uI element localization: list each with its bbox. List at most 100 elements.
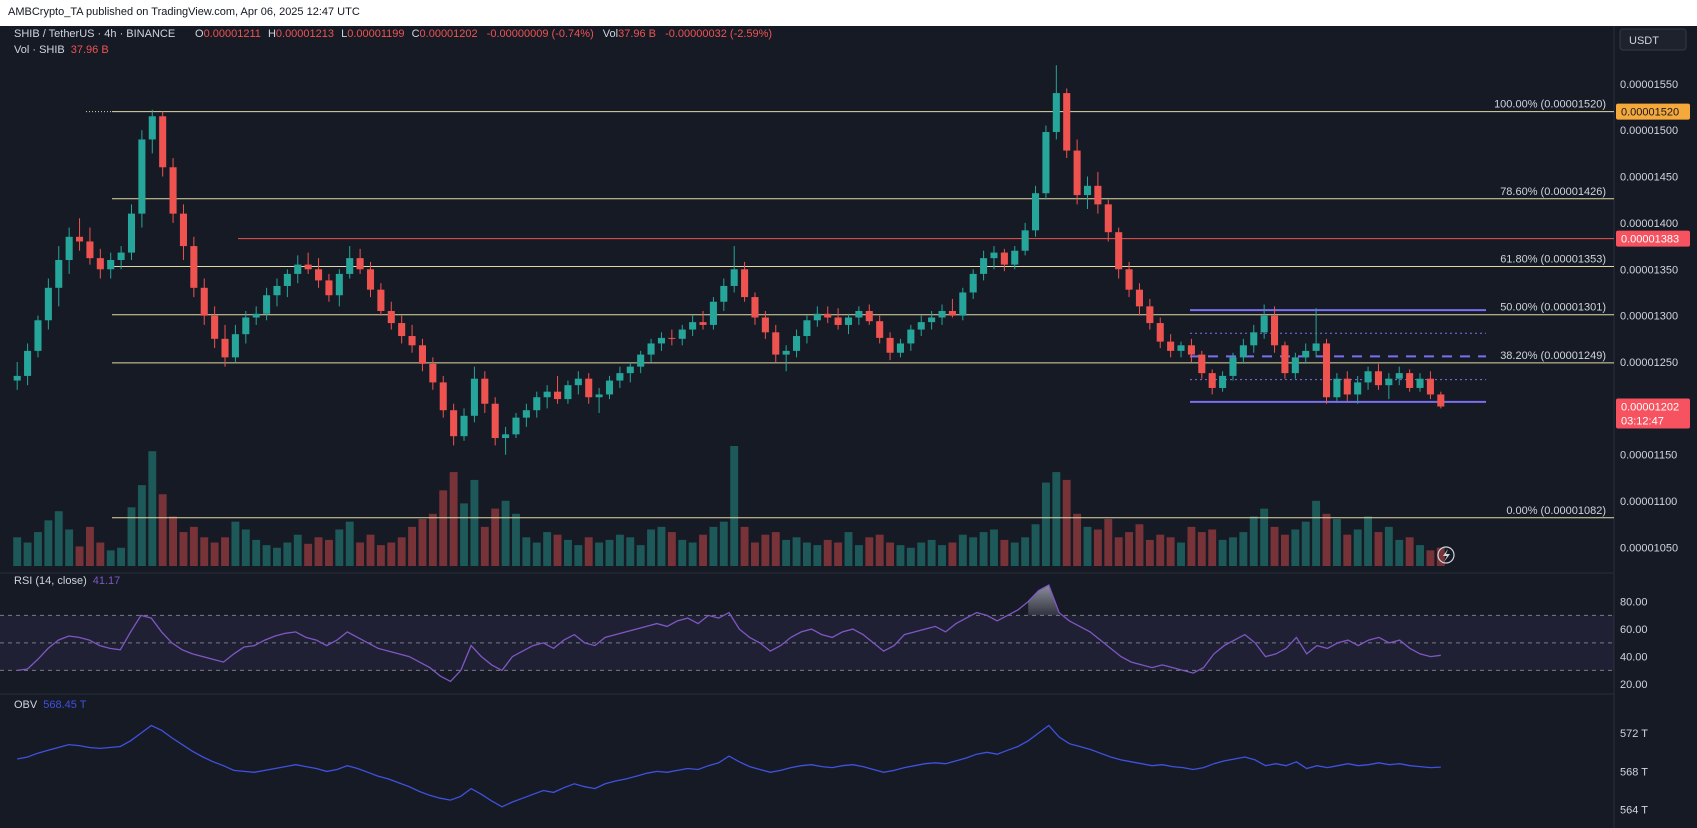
volume-bar <box>387 542 396 566</box>
lightning-icon[interactable] <box>1437 546 1455 564</box>
chart-canvas[interactable]: SHIB / TetherUS · 4h · BINANCE O0.000012… <box>0 26 1697 828</box>
volume-bar <box>636 545 645 566</box>
candle-body <box>907 329 915 344</box>
candle-body <box>96 258 104 270</box>
obv-pane: 572 T 568 T 564 T <box>17 724 1648 817</box>
candle-body <box>1021 230 1029 251</box>
volume-bar <box>148 451 157 566</box>
rsi-tick-label: 20.00 <box>1620 679 1648 691</box>
volume-bar <box>54 511 63 566</box>
candle-body <box>273 285 281 296</box>
candle-body <box>1302 350 1310 358</box>
obv-tick-label: 572 T <box>1620 728 1648 740</box>
candle-body <box>1146 306 1154 324</box>
candle-body <box>55 260 63 288</box>
countdown-label: 03:12:47 <box>1621 416 1664 428</box>
candle-body <box>491 403 499 439</box>
price-tag-box <box>1616 103 1690 120</box>
candle-body <box>1343 378 1351 395</box>
publisher-bar: AMBCrypto_TA published on TradingView.co… <box>0 0 1697 26</box>
volume-bar <box>823 539 832 566</box>
volume-bar <box>854 545 863 566</box>
candle-body <box>502 434 510 439</box>
ohlc-h-key: H <box>268 28 276 40</box>
volume-bar <box>356 542 365 566</box>
fib-level-label: 61.80% (0.00001353) <box>1500 253 1606 265</box>
candle-body <box>948 311 956 316</box>
candle-body <box>522 410 530 418</box>
candle-body <box>86 241 94 259</box>
candle-body <box>1083 185 1092 196</box>
candle-body <box>377 289 385 311</box>
volume-bar <box>979 532 988 566</box>
volume-bar <box>886 542 895 566</box>
volume-bar <box>1280 534 1289 566</box>
price-tag-label: 0.00001520 <box>1621 107 1679 119</box>
volume-bar <box>532 542 541 566</box>
candle-body <box>657 337 665 344</box>
volume-bar <box>813 545 822 566</box>
candle-body <box>626 366 634 374</box>
volume-bar <box>376 545 385 566</box>
volume-bar <box>345 521 354 566</box>
volume-bar <box>210 542 219 566</box>
candle-body <box>252 313 260 318</box>
volume-bar <box>782 539 791 566</box>
volume-bar <box>584 537 593 566</box>
volume-bar <box>512 513 520 566</box>
ohlc-o-key: O <box>195 28 204 40</box>
volume-bar <box>324 539 333 566</box>
candle-body <box>1219 375 1227 388</box>
volume-bar <box>314 537 323 566</box>
volume-bar <box>1343 534 1352 566</box>
volume-bar <box>522 537 531 566</box>
price-tick-label: 0.00001050 <box>1620 542 1678 554</box>
candle-body <box>751 297 759 318</box>
vol-inline-value: 37.96 B <box>618 28 656 40</box>
currency-button[interactable]: USDT <box>1619 28 1687 51</box>
obv-legend-label: OBV <box>14 699 38 711</box>
volume-bar <box>1093 529 1102 566</box>
volume-bar <box>293 534 302 566</box>
price-axis: 0.00001550 0.00001500 0.00001450 0.00001400… <box>1620 79 1678 555</box>
volume-bar <box>366 534 375 566</box>
volume-bar <box>1125 532 1134 566</box>
candle-body <box>366 269 375 290</box>
candle-body <box>699 322 707 325</box>
obv-legend: OBV 568.45 T <box>14 699 87 711</box>
volume-bar <box>1312 500 1321 566</box>
candle-body <box>616 373 624 381</box>
volume-bar <box>1384 526 1393 566</box>
candle-body <box>761 317 769 333</box>
candle-body <box>263 295 271 314</box>
volume-bar <box>1104 519 1113 566</box>
volume-bar <box>1145 539 1154 566</box>
candle-body <box>1229 357 1237 376</box>
candle-body <box>844 317 853 325</box>
volume-bar <box>1010 542 1019 566</box>
candle-body <box>13 375 21 381</box>
volume-bar <box>688 542 697 566</box>
volume-bar <box>574 545 583 566</box>
candle-body <box>398 323 406 337</box>
volume-bar <box>480 526 489 566</box>
volume-bar <box>896 545 905 566</box>
candle-body <box>637 354 645 367</box>
candle-body <box>325 280 333 296</box>
candle-body <box>1312 343 1320 351</box>
candle-body <box>1271 315 1279 346</box>
volume-bar <box>657 526 666 566</box>
candle-body <box>741 269 749 298</box>
chart-area[interactable]: SHIB / TetherUS · 4h · BINANCE O0.000012… <box>0 26 1697 828</box>
candle-body <box>969 273 977 293</box>
volume-bar <box>1052 472 1061 566</box>
volume-bar <box>200 537 209 566</box>
volume-bar <box>1218 539 1227 566</box>
volume-bar <box>906 547 915 566</box>
volume-bar <box>563 539 572 566</box>
candle-body <box>1260 315 1268 333</box>
fib-retracement: 100.00% (0.00001520) 78.60% (0.00001426) 6… <box>86 99 1614 519</box>
candle-body <box>169 167 177 214</box>
volume-bar <box>169 516 178 566</box>
volume-bar <box>1395 539 1404 566</box>
